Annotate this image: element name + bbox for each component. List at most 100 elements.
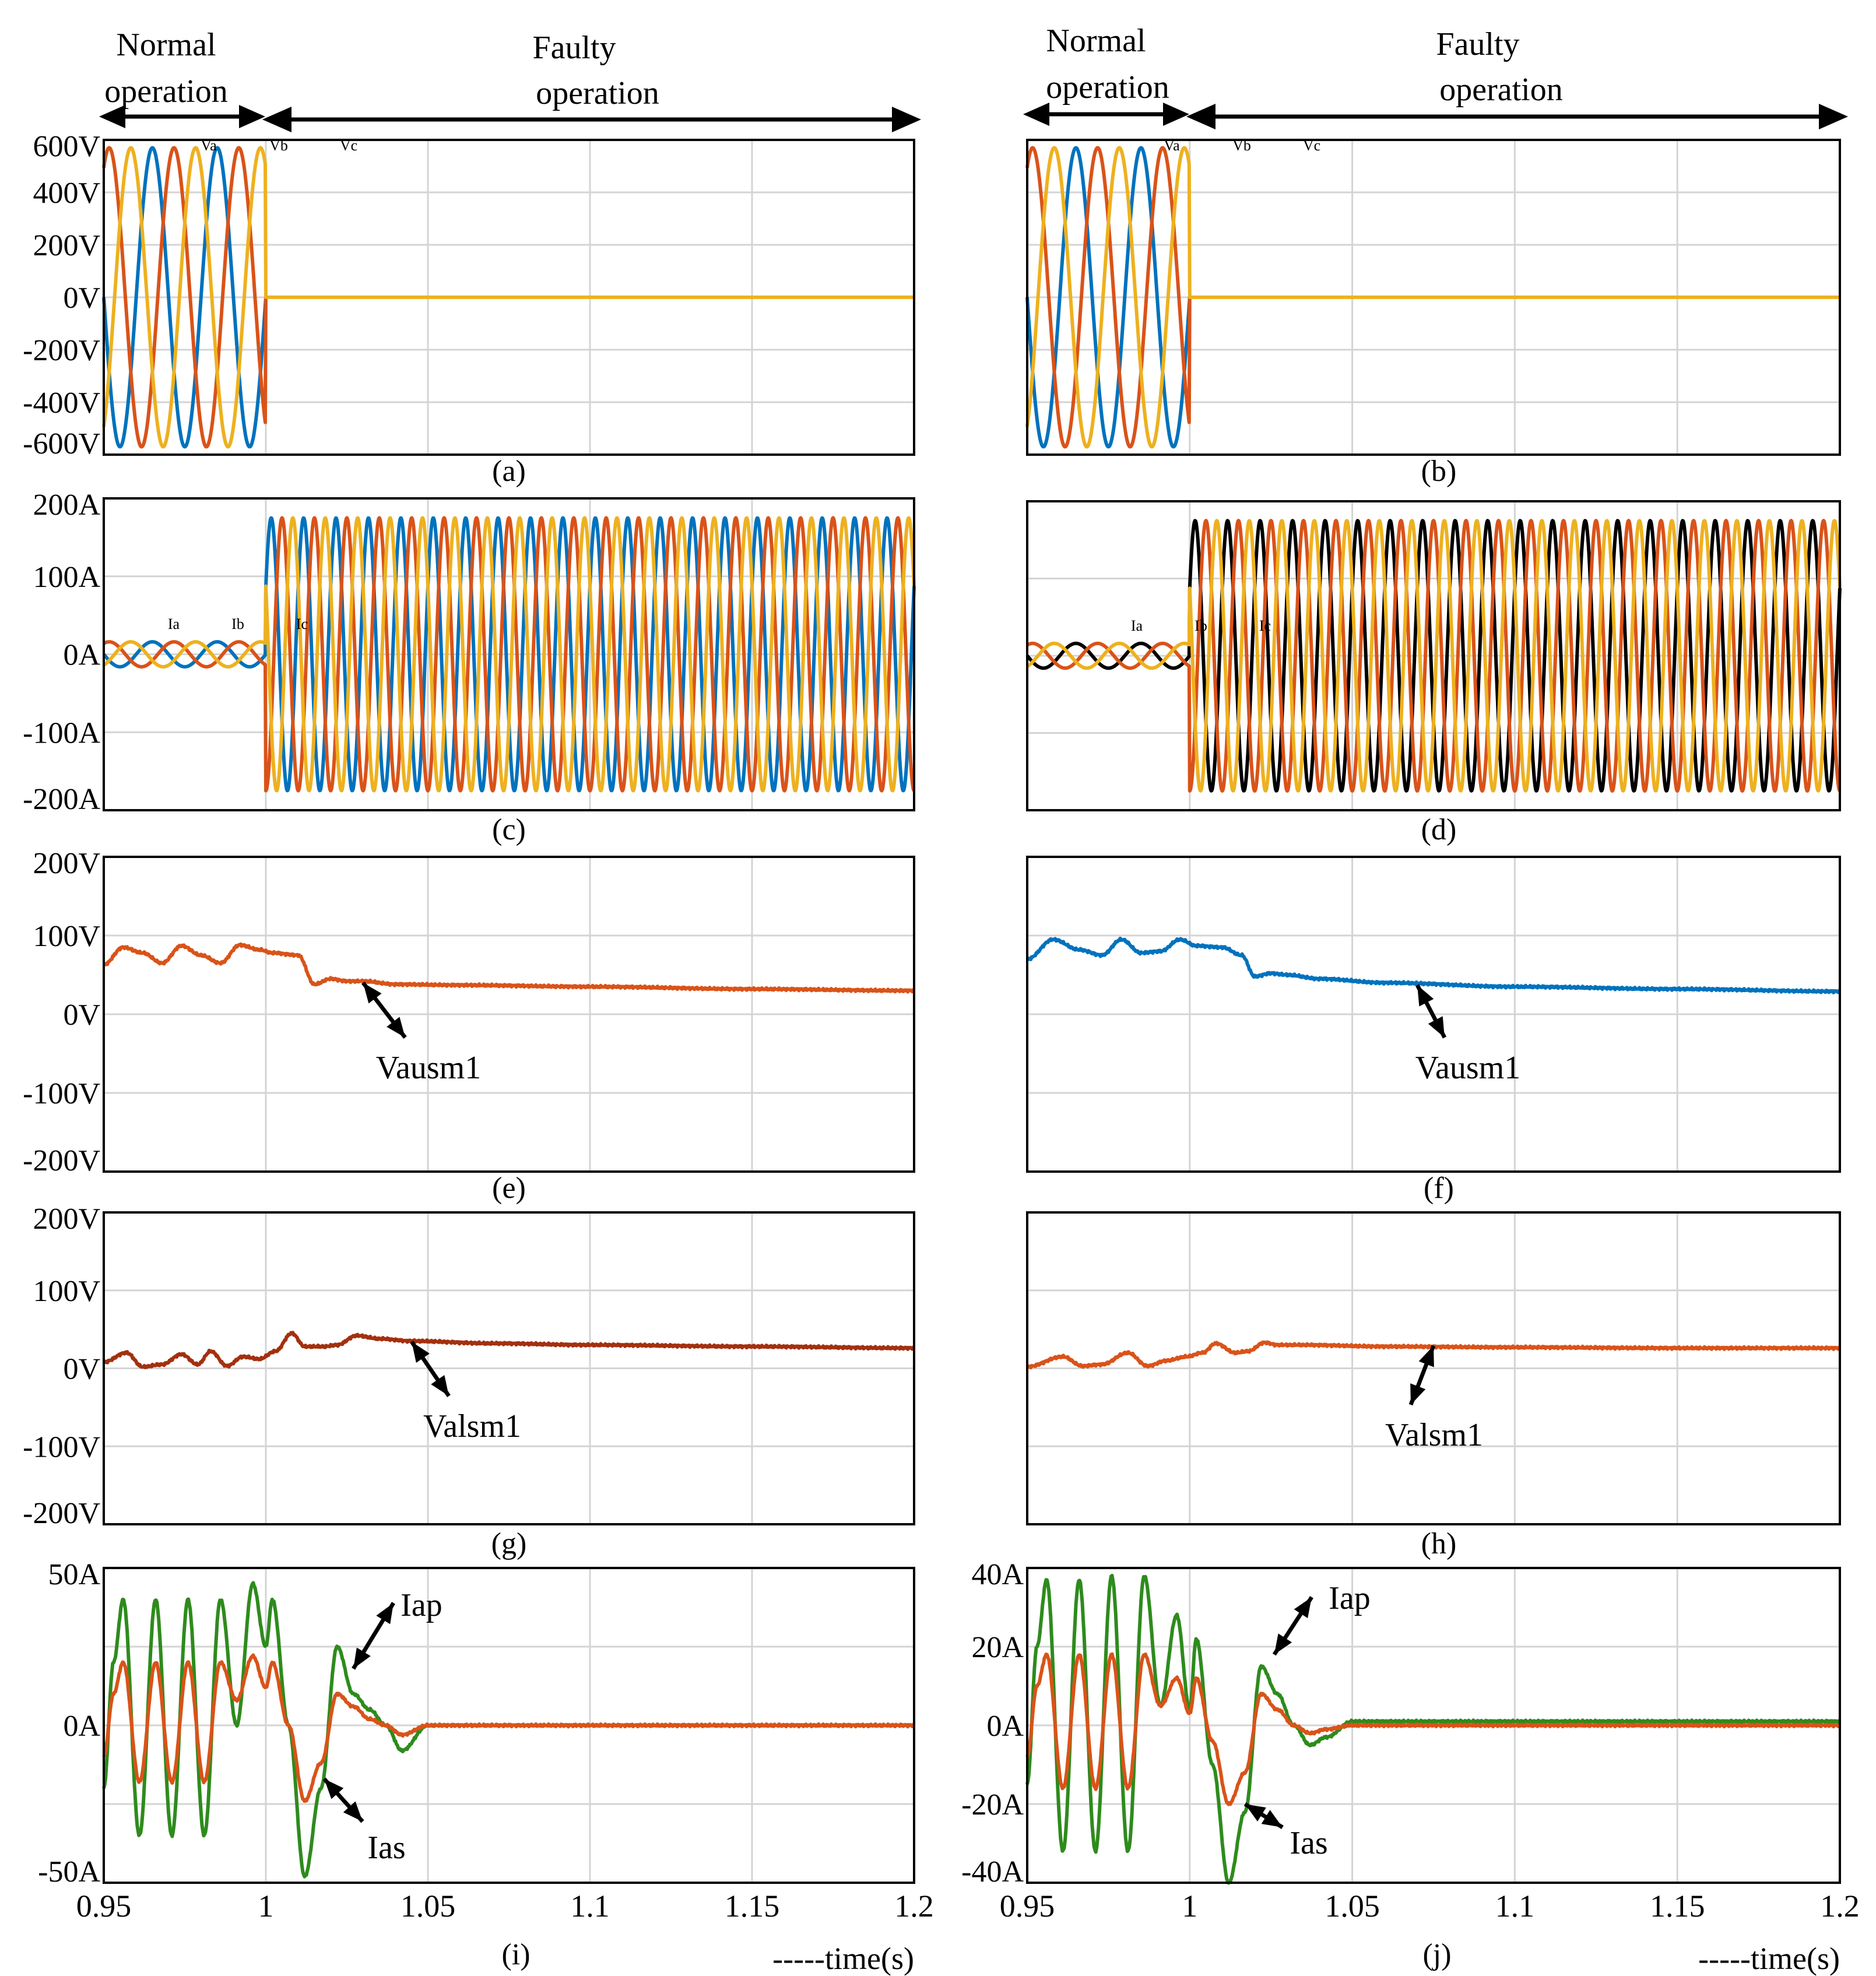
y-tick-label: -40A (961, 1855, 1024, 1889)
x-tick-label: 0.95 (76, 1889, 132, 1924)
arrowhead (1428, 1016, 1445, 1038)
y-tick-label: 0A (63, 1710, 100, 1743)
series-ib (1026, 519, 1842, 793)
arrowhead (1418, 1345, 1434, 1367)
normal-operation-label-left-1: Normal (116, 27, 216, 63)
arrowhead (363, 983, 382, 1004)
y-tick-label: -600V (23, 427, 100, 460)
plot-frame (103, 1567, 915, 1884)
series-ias (1025, 1652, 1842, 1806)
phase-label-va: Va (1164, 137, 1180, 154)
panel-label: (f) (1424, 1172, 1454, 1205)
arrowhead (1274, 1633, 1292, 1655)
arrowhead (353, 1647, 371, 1669)
arrowhead (324, 1778, 344, 1799)
arrowhead (1417, 985, 1434, 1007)
plot-frame (1026, 500, 1841, 811)
phase-label-vb: Vb (269, 137, 288, 154)
x-tick-label: 1.2 (1820, 1889, 1860, 1924)
header-right: Normal operation Faulty operation (1023, 23, 1848, 129)
header-left: Normal operation Faulty operation (99, 27, 921, 132)
annotation-label-ias: Ias (367, 1830, 405, 1866)
annotation-label-valsm1: Valsm1 (423, 1408, 521, 1444)
panel-label: (a) (492, 455, 526, 488)
plot-frame (103, 139, 915, 456)
y-tick-label: 0V (63, 998, 100, 1032)
arrowhead (431, 1375, 449, 1396)
panel-c: 200A 100A 0A -100A -200A (c) Ia Ib Ic (23, 488, 916, 846)
x-tick-label: 1.15 (1650, 1889, 1705, 1924)
arrowhead (1261, 1810, 1283, 1827)
phase-label-ic: Ic (1259, 617, 1271, 634)
x-tick-label: 1.2 (894, 1889, 934, 1924)
phase-label-vc: Vc (1303, 137, 1320, 154)
panel-label: (g) (491, 1527, 527, 1560)
panel-a: 600V 400V 200V 0V -200V -400V -600V (a) Va Vb Vc (23, 130, 915, 488)
arrowhead (376, 1603, 394, 1625)
y-tick-label: -20A (961, 1788, 1024, 1822)
arrowhead (1023, 103, 1049, 126)
y-tick-label: -200V (23, 1497, 100, 1530)
annotation-label-ias: Ias (1290, 1825, 1327, 1861)
y-tick-label: 100A (33, 561, 100, 594)
series-vc (102, 146, 915, 449)
y-tick-label: 600V (33, 130, 100, 163)
arrowhead (1819, 104, 1848, 129)
x-tick-label: 1.05 (401, 1889, 456, 1924)
plot-frame (103, 856, 915, 1173)
x-tick-label: 1.1 (570, 1889, 610, 1924)
y-tick-label: -400V (23, 386, 100, 420)
panel-label: (c) (492, 813, 526, 846)
faulty-operation-label-right-2: operation (1439, 72, 1562, 108)
y-tick-label: 200A (33, 488, 100, 522)
y-tick-label: 100V (33, 920, 100, 953)
y-tick-label: 0V (63, 282, 100, 315)
series-ic (1026, 519, 1842, 793)
panel-g: 200V 100V 0V -100V -200V (g) Valsm1 (23, 1203, 916, 1560)
annotation-label-vausm1: Vausm1 (1415, 1050, 1520, 1086)
panel-label: (e) (492, 1172, 526, 1205)
series-vc (1025, 146, 1841, 449)
arrowhead (387, 1017, 405, 1038)
phase-label-ic: Ic (296, 616, 308, 632)
y-tick-label: -100V (23, 1430, 100, 1464)
faulty-operation-label-left-1: Faulty (532, 30, 616, 66)
x-tick-label: 1.1 (1495, 1889, 1535, 1924)
annotation-label-iap: Iap (1329, 1580, 1371, 1616)
y-tick-label: -50A (38, 1855, 100, 1889)
series-iap (102, 1581, 916, 1879)
y-tick-label: -100V (23, 1077, 100, 1110)
arrowhead (1186, 104, 1215, 129)
arrowhead (1245, 1804, 1266, 1822)
normal-operation-label-right-2: operation (1046, 69, 1169, 106)
phase-label-va: Va (201, 137, 217, 154)
phase-label-vc: Vc (340, 137, 357, 154)
x-tick-label: 1 (1182, 1889, 1197, 1924)
panel-h: (h) Valsm1 (1025, 1211, 1842, 1560)
y-tick-label: 0V (63, 1353, 100, 1386)
y-tick-label: -200V (23, 334, 100, 367)
plot-frame (1026, 856, 1841, 1173)
series-iap (1025, 1574, 1842, 1885)
y-tick-label: 200V (33, 1203, 100, 1236)
arrowhead (892, 107, 921, 132)
phase-label-vb: Vb (1232, 137, 1251, 154)
panel-label: (b) (1421, 455, 1457, 488)
y-tick-label: 0A (63, 639, 100, 672)
y-tick-label: 40A (971, 1558, 1024, 1591)
plot-frame (1026, 1567, 1841, 1884)
y-tick-label: 0A (986, 1710, 1024, 1743)
series-vausm1 (102, 942, 916, 994)
arrowhead (1294, 1597, 1312, 1619)
y-tick-label: 200V (33, 847, 100, 880)
x-tick-label: 1.15 (725, 1889, 780, 1924)
series-ic (103, 516, 916, 793)
faulty-operation-label-left-2: operation (536, 75, 659, 111)
panel-label: (j) (1422, 1938, 1451, 1971)
plot-frame (103, 497, 915, 811)
series-vausm1 (1025, 936, 1842, 994)
